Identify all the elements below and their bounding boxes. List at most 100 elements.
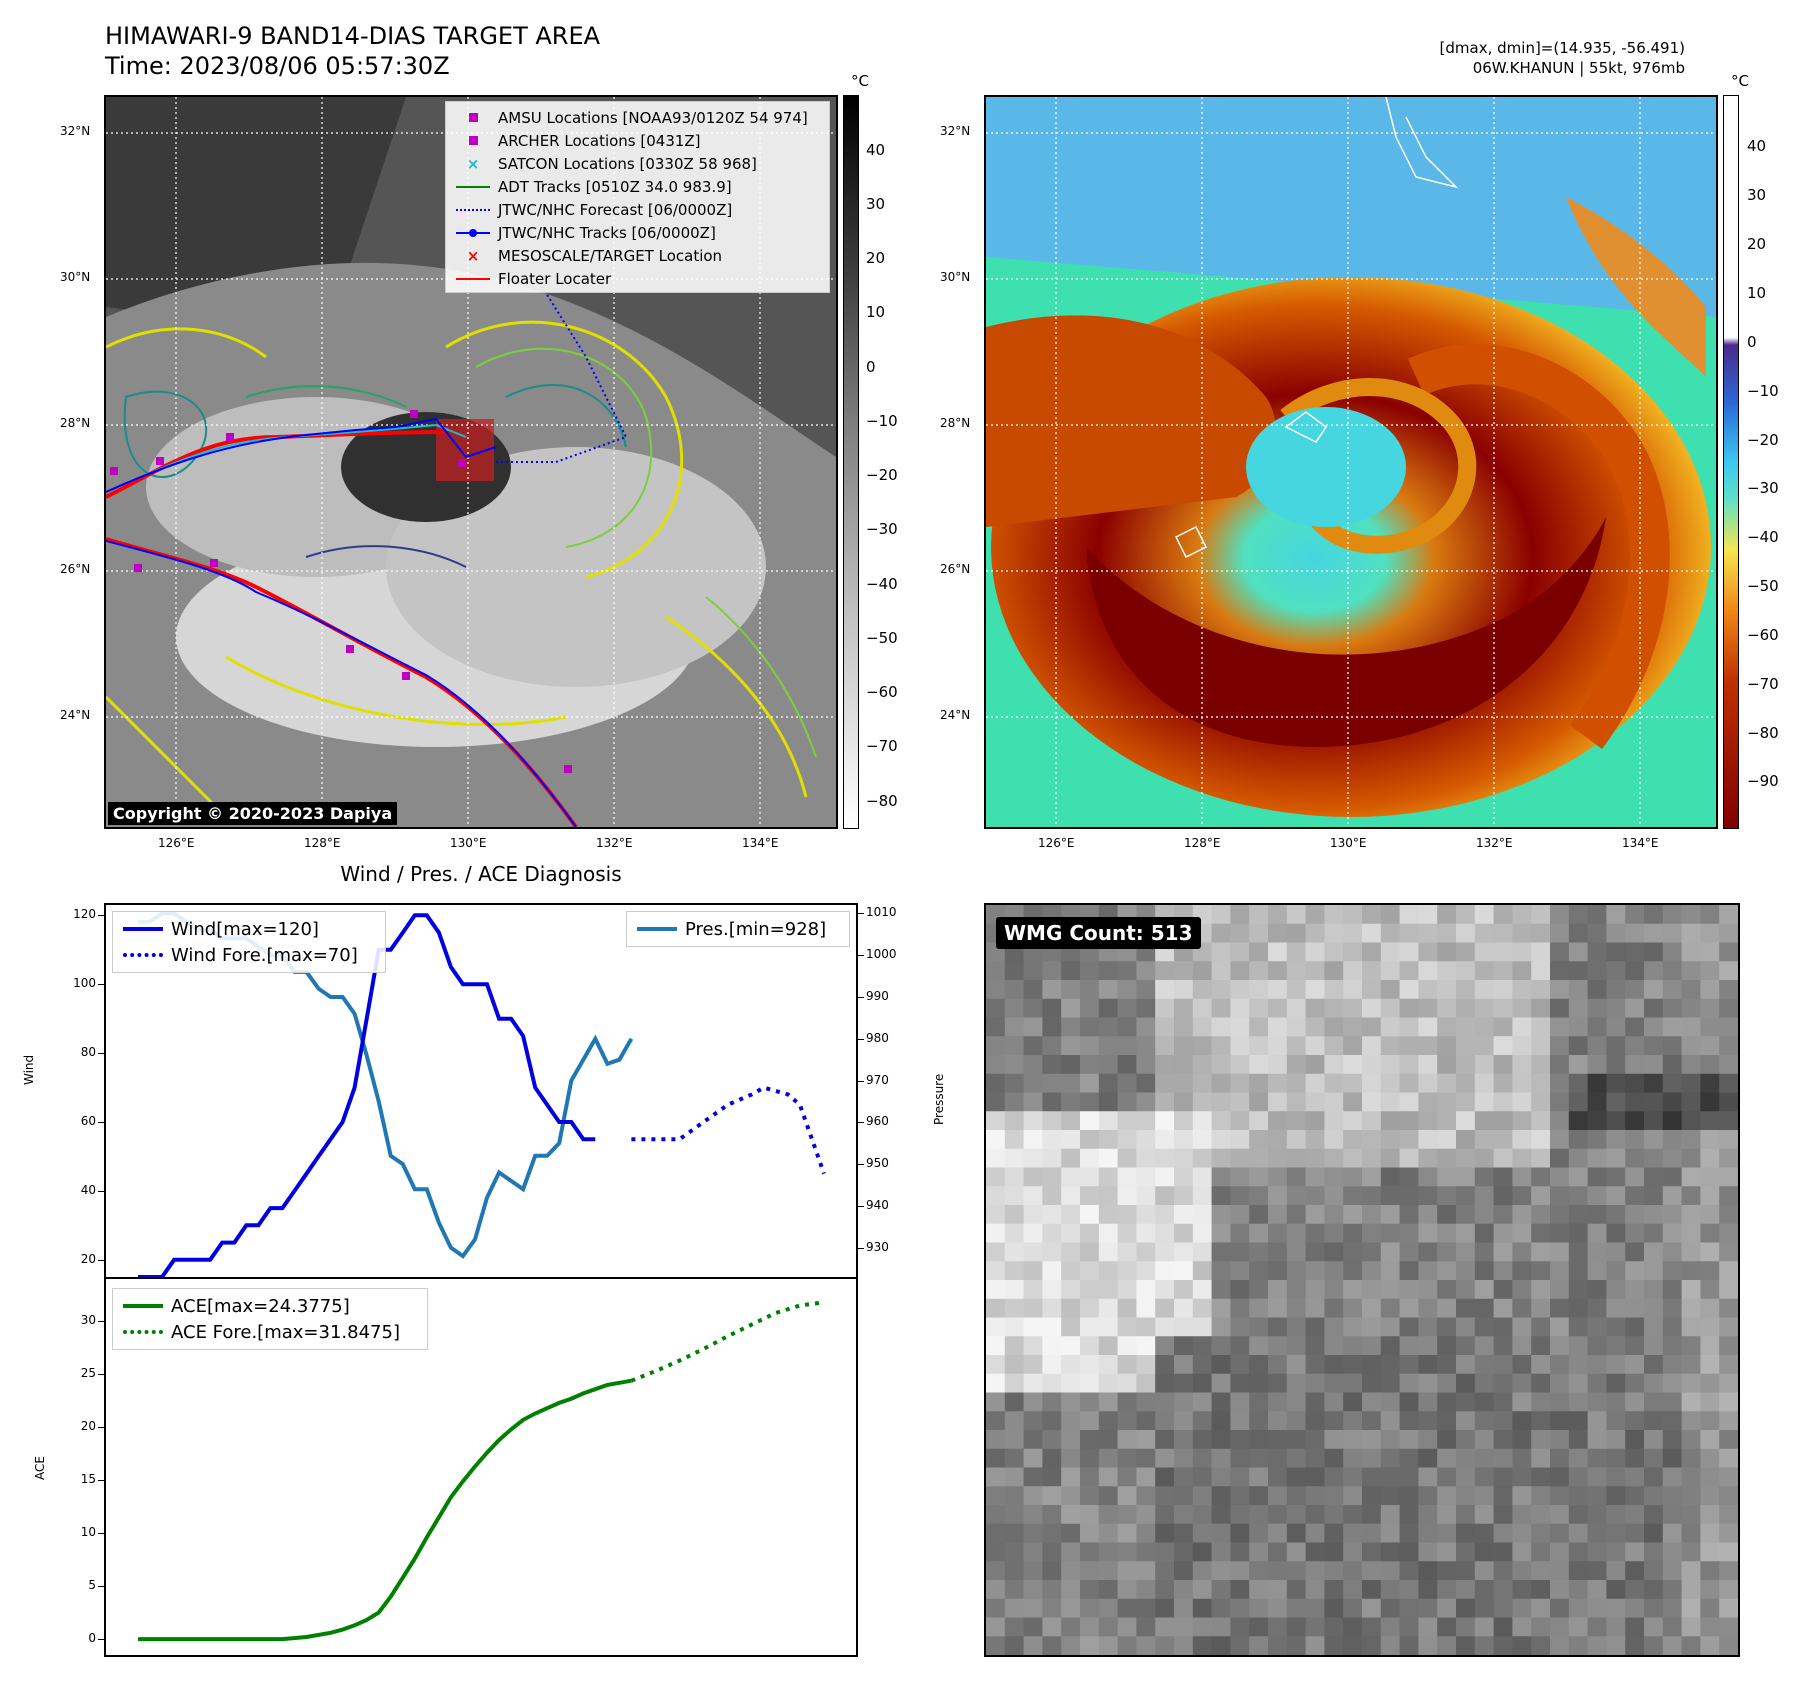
wmg-pixel bbox=[1117, 1486, 1137, 1506]
wmg-pixel bbox=[1568, 980, 1589, 1000]
wmg-pixel bbox=[1719, 998, 1738, 1018]
wmg-pixel bbox=[1305, 1598, 1325, 1618]
wmg-pixel bbox=[1625, 1392, 1645, 1412]
wmg-pixel bbox=[1155, 1055, 1175, 1075]
wmg-pixel bbox=[1192, 1411, 1213, 1431]
wmg-pixel bbox=[1568, 1486, 1589, 1506]
cb-right-tick: −50 bbox=[1747, 577, 1779, 595]
wmg-pixel bbox=[1662, 1205, 1683, 1225]
wmg-pixel bbox=[1230, 1130, 1250, 1150]
wmg-pixel bbox=[1568, 1448, 1589, 1468]
wmg-pixel bbox=[1023, 1411, 1043, 1431]
wmg-pixel bbox=[1418, 1523, 1438, 1543]
wmg-pixel bbox=[1399, 1486, 1419, 1506]
wmg-pixel bbox=[1399, 1580, 1419, 1600]
wmg-pixel bbox=[1174, 1130, 1194, 1150]
wmg-pixel bbox=[1362, 1130, 1382, 1150]
wmg-pixel bbox=[1080, 1486, 1100, 1506]
wmg-pixel bbox=[1174, 1223, 1194, 1243]
wmg-pixel bbox=[1662, 961, 1683, 981]
wmg-pixel bbox=[1662, 1073, 1683, 1093]
wmg-pixel bbox=[1324, 1130, 1344, 1150]
wmg-pixel bbox=[1531, 1073, 1551, 1093]
wmg-pixel bbox=[1042, 1448, 1062, 1468]
wmg-pixel bbox=[1324, 1430, 1344, 1450]
wmg-pixel bbox=[1305, 1392, 1325, 1412]
legend-item-jtwc-forecast: JTWC/NHC Forecast [06/0000Z] bbox=[454, 198, 821, 221]
wmg-pixel bbox=[1080, 1561, 1100, 1581]
wmg-pixel bbox=[1324, 1205, 1344, 1225]
wmg-pixel bbox=[1305, 1017, 1325, 1037]
wmg-pixel bbox=[1230, 1523, 1250, 1543]
wmg-pixel bbox=[1249, 1336, 1269, 1356]
wmg-pixel bbox=[1681, 1280, 1701, 1300]
cb-left-tick: −60 bbox=[866, 683, 898, 701]
wmg-pixel bbox=[1606, 942, 1626, 962]
wmg-pixel bbox=[986, 1111, 1006, 1131]
wmg-pixel bbox=[1380, 1186, 1401, 1206]
wmg-pixel bbox=[1681, 1486, 1701, 1506]
wmg-pixel bbox=[1192, 980, 1213, 1000]
wmg-pixel bbox=[1098, 1111, 1119, 1131]
wmg-pixel bbox=[1700, 1373, 1720, 1393]
wmg-pixel bbox=[1268, 1411, 1288, 1431]
wmg-pixel bbox=[1155, 1167, 1175, 1187]
wmg-pixel bbox=[1418, 980, 1438, 1000]
cb-right-tick: 40 bbox=[1747, 137, 1767, 155]
wmg-pixel bbox=[1587, 1017, 1607, 1037]
wmg-pixel bbox=[1098, 1636, 1119, 1655]
wmg-pixel bbox=[1117, 1598, 1137, 1618]
wmg-pixel bbox=[1174, 1148, 1194, 1168]
cb-right-tick: 0 bbox=[1747, 333, 1757, 351]
wmg-pixel bbox=[1531, 1298, 1551, 1318]
wmg-pixel bbox=[1136, 1111, 1156, 1131]
cb-left-tick: 40 bbox=[866, 141, 886, 159]
wmg-pixel bbox=[1286, 1092, 1307, 1112]
wmg-pixel bbox=[1305, 1280, 1325, 1300]
wmg-pixel bbox=[1362, 1055, 1382, 1075]
wmg-pixel bbox=[1305, 1505, 1325, 1525]
wmg-pixel bbox=[1042, 1036, 1062, 1056]
lat-label-30n: 30°N bbox=[60, 270, 91, 284]
wmg-pixel bbox=[1343, 1261, 1363, 1281]
wmg-pixel bbox=[1305, 1167, 1325, 1187]
wmg-pixel bbox=[1474, 1205, 1495, 1225]
wmg-pixel bbox=[1174, 1636, 1194, 1655]
wmg-pixel bbox=[1343, 1373, 1363, 1393]
wmg-pixel bbox=[1644, 1467, 1664, 1487]
wmg-pixel bbox=[1550, 1486, 1570, 1506]
wmg-pixel bbox=[1324, 1073, 1344, 1093]
wmg-pixel bbox=[1606, 1448, 1626, 1468]
wmg-pixel bbox=[1418, 1223, 1438, 1243]
wmg-pixel bbox=[1418, 1186, 1438, 1206]
wmg-pixel bbox=[1192, 1298, 1213, 1318]
wmg-pixel bbox=[1719, 923, 1738, 943]
wmg-pixel bbox=[1061, 1017, 1081, 1037]
wmg-pixel bbox=[1380, 1167, 1401, 1187]
wind-y-tick-mark bbox=[98, 984, 104, 986]
wmg-pixel bbox=[1230, 1411, 1250, 1431]
wmg-pixel bbox=[1493, 1430, 1513, 1450]
wmg-pixel bbox=[1305, 980, 1325, 1000]
wmg-pixel bbox=[1418, 1392, 1438, 1412]
ace-y-tick-mark bbox=[98, 1586, 104, 1588]
wmg-pixel bbox=[1493, 923, 1513, 943]
wmg-pixel bbox=[1606, 1261, 1626, 1281]
wmg-pixel bbox=[1437, 1223, 1457, 1243]
wmg-pixel bbox=[1380, 1261, 1401, 1281]
wind-y-tick-mark bbox=[98, 1259, 104, 1261]
wmg-pixel bbox=[1418, 1505, 1438, 1525]
wmg-pixel bbox=[1493, 1355, 1513, 1375]
cb-left-tick: −20 bbox=[866, 466, 898, 484]
wmg-pixel bbox=[1305, 1580, 1325, 1600]
wmg-pixel bbox=[1644, 1448, 1664, 1468]
wmg-pixel bbox=[1606, 1617, 1626, 1637]
wmg-pixel bbox=[1305, 1036, 1325, 1056]
pressure-y-tick-mark bbox=[858, 1122, 864, 1124]
wmg-pixel bbox=[1004, 1223, 1025, 1243]
wmg-pixel bbox=[1493, 1186, 1513, 1206]
wmg-pixel bbox=[1362, 998, 1382, 1018]
wmg-pixel bbox=[1437, 1055, 1457, 1075]
wmg-pixel bbox=[1493, 1580, 1513, 1600]
wmg-pixel bbox=[1192, 1055, 1213, 1075]
